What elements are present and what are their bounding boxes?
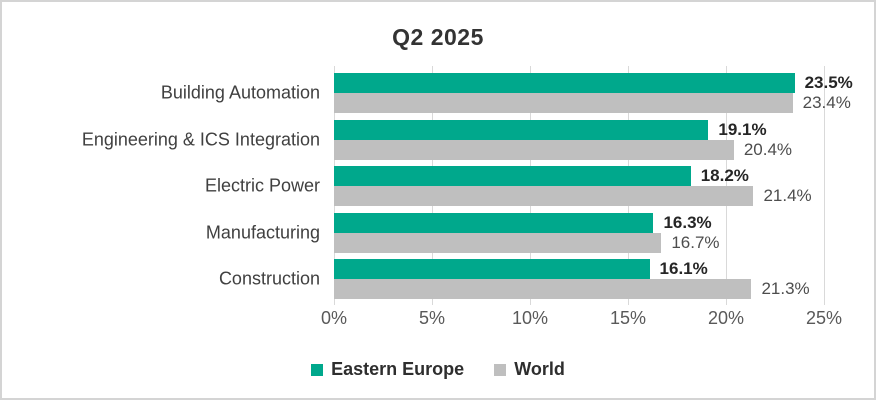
bar-world xyxy=(334,279,752,299)
legend: Eastern Europe World xyxy=(2,359,874,380)
category-label: Construction xyxy=(218,268,320,289)
bar-world xyxy=(334,139,734,160)
value-label-world: 21.4% xyxy=(763,186,812,205)
x-axis-tick-label: 15% xyxy=(609,308,647,328)
value-label-world: 21.3% xyxy=(761,279,810,298)
value-label-eastern-europe: 23.5% xyxy=(804,73,853,92)
legend-label: World xyxy=(514,359,565,379)
bar-eastern-europe xyxy=(334,259,650,279)
bar-eastern-europe xyxy=(334,73,795,93)
legend-item-eastern-europe: Eastern Europe xyxy=(311,359,464,380)
value-label-eastern-europe: 16.1% xyxy=(659,259,708,278)
legend-item-world: World xyxy=(494,359,565,380)
value-label-world: 23.4% xyxy=(802,93,851,112)
value-label-eastern-europe: 16.3% xyxy=(663,212,712,232)
category-label: Manufacturing xyxy=(205,222,320,242)
category-label: Building Automation xyxy=(160,82,320,103)
bar-world xyxy=(334,186,754,206)
x-axis-tick-label: 10% xyxy=(511,308,549,328)
legend-swatch-icon xyxy=(311,363,324,376)
category-label: Electric Power xyxy=(204,175,320,196)
value-label-world: 20.4% xyxy=(743,139,793,159)
legend-swatch-icon xyxy=(494,363,507,376)
value-label-eastern-europe: 18.2% xyxy=(700,166,749,185)
bar-eastern-europe xyxy=(334,212,654,233)
bar-eastern-europe xyxy=(334,119,709,140)
value-label-world: 16.7% xyxy=(671,232,720,252)
x-axis-tick-label: 5% xyxy=(418,308,445,328)
category-label: Engineering & ICS Integration xyxy=(81,129,320,149)
value-label-eastern-europe: 19.1% xyxy=(718,119,767,139)
x-axis-tick-label: 25% xyxy=(805,308,843,328)
bar-eastern-europe xyxy=(334,166,691,186)
x-axis-tick-label: 20% xyxy=(707,308,745,328)
bar-world xyxy=(334,232,662,253)
x-axis-tick-label: 0% xyxy=(320,308,347,328)
gridline xyxy=(824,66,825,305)
gridline xyxy=(726,66,727,305)
chart-title: Q2 2025 xyxy=(392,24,484,50)
legend-label: Eastern Europe xyxy=(331,359,465,379)
bar-world xyxy=(334,93,793,113)
